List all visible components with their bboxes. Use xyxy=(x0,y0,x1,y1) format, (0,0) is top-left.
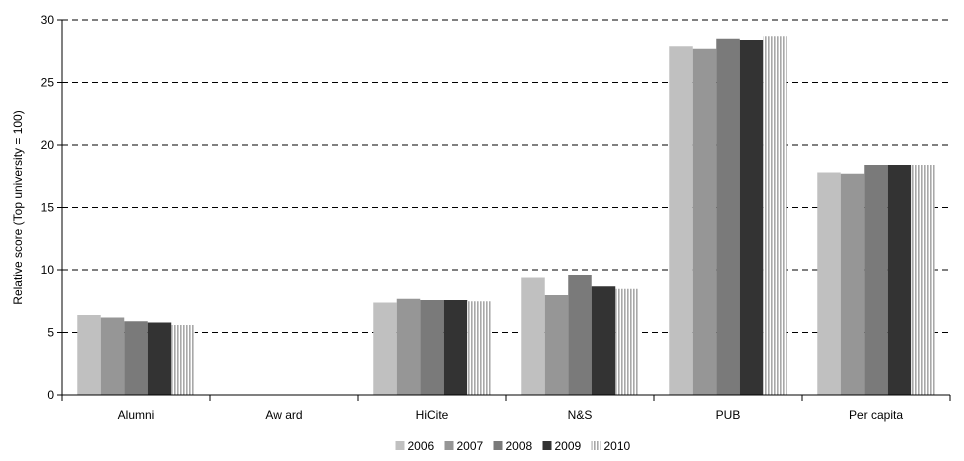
y-tick-label: 20 xyxy=(41,138,55,152)
bar-2009-2 xyxy=(443,300,468,395)
y-axis-title: Relative score (Top university = 100) xyxy=(11,110,25,304)
y-tick-label: 15 xyxy=(41,201,55,215)
y-tick-label: 30 xyxy=(41,13,55,27)
x-tick-label: N&S xyxy=(568,408,593,422)
legend-swatch-2010 xyxy=(591,441,601,450)
bar-2007-3 xyxy=(544,295,569,395)
x-tick-label: Per capita xyxy=(849,408,903,422)
y-tick-label: 0 xyxy=(47,388,54,402)
bar-2007-0 xyxy=(100,317,125,395)
axes xyxy=(57,19,951,401)
bar-2009-3 xyxy=(591,286,616,395)
bar-2010-5 xyxy=(911,165,935,395)
bar-2008-4 xyxy=(716,38,740,395)
bar-2009-4 xyxy=(739,40,764,395)
bar-2007-5 xyxy=(840,173,865,395)
bar-2009-0 xyxy=(147,322,172,395)
y-tick-label: 5 xyxy=(47,326,54,340)
legend-swatch-2009 xyxy=(542,441,552,450)
bar-2006-4 xyxy=(669,46,693,395)
legend-label-2007: 2007 xyxy=(457,439,484,453)
gridlines xyxy=(62,19,950,333)
legend-swatch-2007 xyxy=(444,441,454,450)
bar-2006-0 xyxy=(77,315,101,395)
bar-2007-2 xyxy=(396,298,421,395)
bar-2008-0 xyxy=(124,321,148,395)
legend: 2006 2007 2008 2009 2010 xyxy=(395,439,631,453)
bar-2006-3 xyxy=(521,277,545,395)
bar-2010-2 xyxy=(467,301,491,395)
x-tick-label: HiCite xyxy=(416,408,449,422)
legend-label-2008: 2008 xyxy=(506,439,533,453)
bar-2008-5 xyxy=(864,165,888,395)
x-tick-label: Aw ard xyxy=(265,408,302,422)
bar-2010-3 xyxy=(615,288,639,395)
bar-2008-3 xyxy=(568,275,592,395)
legend-swatch-2006 xyxy=(395,441,405,450)
tick-labels: 0 5 10 15 20 25 30 Alumni Aw ard HiCite N&S PUB Per … xyxy=(41,13,904,422)
bar-2010-4 xyxy=(763,36,787,395)
legend-label-2010: 2010 xyxy=(604,439,631,453)
legend-label-2009: 2009 xyxy=(555,439,582,453)
bar-2008-2 xyxy=(420,300,444,395)
y-tick-label: 25 xyxy=(41,76,55,90)
legend-swatch-2008 xyxy=(493,441,503,450)
y-tick-label: 10 xyxy=(41,263,55,277)
legend-label-2006: 2006 xyxy=(408,439,435,453)
bar-2007-4 xyxy=(692,48,717,395)
x-tick-label: PUB xyxy=(716,408,741,422)
bars xyxy=(77,36,935,395)
bar-2009-5 xyxy=(887,165,912,395)
x-tick-label: Alumni xyxy=(118,408,155,422)
bar-2010-0 xyxy=(171,325,195,395)
bar-2006-2 xyxy=(373,302,397,395)
bar-2006-5 xyxy=(817,172,841,395)
